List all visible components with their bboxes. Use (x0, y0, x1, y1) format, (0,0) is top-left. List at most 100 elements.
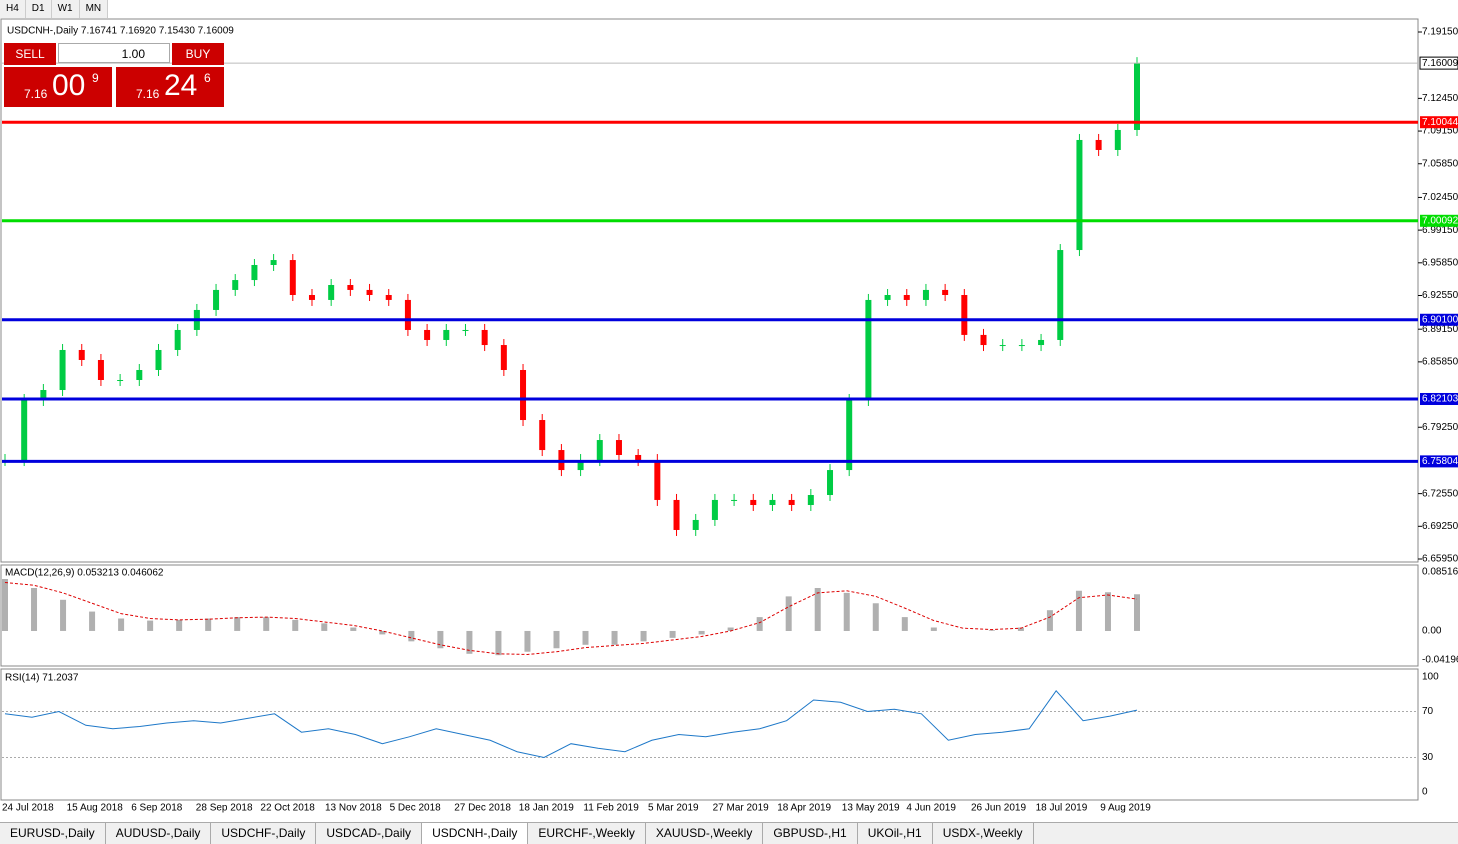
y-tick-label: 6.92550 (1422, 290, 1458, 301)
main-pane (0, 18, 1419, 563)
chart-tab[interactable]: GBPUSD-,H1 (763, 823, 858, 844)
candle (347, 284, 354, 290)
candle (922, 289, 929, 300)
date-label: 5 Dec 2018 (390, 803, 442, 814)
y-tick-label: 6.65950 (1422, 554, 1458, 565)
lot-input[interactable]: 1.00 (58, 43, 170, 63)
candle (155, 349, 162, 370)
macd-tick-label: 0.085164 (1422, 567, 1458, 578)
y-tick-label: 6.85850 (1422, 357, 1458, 368)
current-price-tag (1419, 56, 1458, 70)
candle (385, 295, 392, 300)
chart-tab[interactable]: USDCNH-,Daily (422, 823, 529, 844)
candle (999, 345, 1006, 347)
buy-button[interactable]: BUY (172, 43, 224, 65)
candle (731, 499, 738, 501)
date-label: 11 Feb 2019 (583, 803, 639, 814)
candle (827, 470, 834, 496)
y-tick-label: 7.02450 (1422, 192, 1458, 203)
date-label: 18 Jul 2019 (1036, 803, 1088, 814)
chart-tab[interactable]: AUDUSD-,Daily (106, 823, 212, 844)
candle (750, 499, 757, 506)
chart-tab[interactable]: EURCHF-,Weekly (528, 823, 646, 844)
y-tick-label: 7.09150 (1422, 126, 1458, 137)
chart-window: USDCNH-,Daily 7.16741 7.16920 7.15430 7.… (0, 18, 1458, 814)
candle (539, 420, 546, 451)
candle (40, 390, 47, 401)
candle (481, 329, 488, 346)
level-tag (1420, 116, 1458, 129)
date-label: 18 Jan 2019 (519, 803, 574, 814)
timeframe-button[interactable]: MN (80, 0, 109, 18)
rsi-line (4, 690, 1138, 759)
y-tick-label: 6.95850 (1422, 257, 1458, 268)
chart-tab[interactable]: USDX-,Weekly (933, 823, 1034, 844)
candle (1114, 129, 1121, 150)
level-tag (1420, 313, 1458, 326)
level-tag (1420, 455, 1458, 468)
macd-signal (4, 581, 1138, 655)
date-label: 26 Jun 2019 (971, 803, 1026, 814)
timeframe-button[interactable]: D1 (26, 0, 52, 18)
date-label: 27 Dec 2018 (454, 803, 511, 814)
timeframe-button[interactable]: H4 (0, 0, 26, 18)
chart-tab[interactable]: USDCHF-,Daily (211, 823, 317, 844)
candle (174, 329, 181, 350)
date-label: 18 Apr 2019 (777, 803, 831, 814)
date-label: 15 Aug 2018 (67, 803, 124, 814)
date-label: 9 Aug 2019 (1100, 803, 1151, 814)
candle (1095, 139, 1102, 150)
rsi-tick-label: 0 (1422, 787, 1428, 798)
candle (424, 329, 431, 340)
candle (961, 295, 968, 335)
candle (788, 499, 795, 506)
price-big: 24 (164, 69, 198, 102)
candle (769, 499, 776, 506)
level-tag (1420, 214, 1458, 227)
level-label: 7.10044 (1422, 117, 1458, 128)
level-label: 6.82103 (1422, 394, 1458, 405)
candle (136, 369, 143, 380)
chart-tab[interactable]: EURUSD-,Daily (0, 823, 106, 844)
y-tick-label: 6.89150 (1422, 324, 1458, 335)
rsi-pane (0, 668, 1419, 801)
rsi-tick-label: 70 (1422, 706, 1434, 717)
candle (366, 289, 373, 296)
candle (59, 349, 66, 391)
y-tick-label: 6.69250 (1422, 521, 1458, 532)
chart-tab[interactable]: XAUUSD-,Weekly (646, 823, 764, 844)
chart-tab[interactable]: UKOil-,H1 (858, 823, 933, 844)
candle (308, 295, 315, 300)
candle (673, 499, 680, 530)
candle (846, 400, 853, 471)
y-tick-label: 7.05850 (1422, 158, 1458, 169)
chart-tab[interactable]: USDCAD-,Daily (316, 823, 423, 844)
macd-title: MACD(12,26,9) 0.053213 0.046062 (5, 568, 164, 579)
candle (404, 299, 411, 330)
candle (1057, 250, 1064, 340)
timeframe-button[interactable]: W1 (52, 0, 80, 18)
candle (884, 295, 891, 300)
level-label: 6.90100 (1422, 314, 1458, 325)
price-prefix: 7.16 (24, 87, 48, 101)
sell-button[interactable]: SELL (4, 43, 56, 65)
sell-price[interactable]: 7.16 00 9 (4, 67, 112, 107)
candle (942, 289, 949, 296)
chart-tabs: EURUSD-,Daily AUDUSD-,Daily USDCHF-,Daily U… (0, 822, 1458, 844)
price-small: 9 (92, 71, 99, 85)
rsi-tick-label: 30 (1422, 752, 1434, 763)
date-label: 28 Sep 2018 (196, 803, 253, 814)
candle (1076, 139, 1083, 251)
candle (635, 454, 642, 461)
macd-pane (0, 564, 1419, 667)
date-label: 6 Sep 2018 (131, 803, 183, 814)
candle (251, 264, 258, 281)
candle (500, 345, 507, 370)
y-tick-label: 6.79250 (1422, 422, 1458, 433)
buy-price[interactable]: 7.16 24 6 (116, 67, 224, 107)
candle (213, 289, 220, 310)
candle (78, 349, 85, 360)
y-tick-label: 7.19150 (1422, 27, 1458, 38)
trade-panel: SELL 1.00 BUY 7.16 00 9 7.16 24 6 (4, 43, 224, 107)
